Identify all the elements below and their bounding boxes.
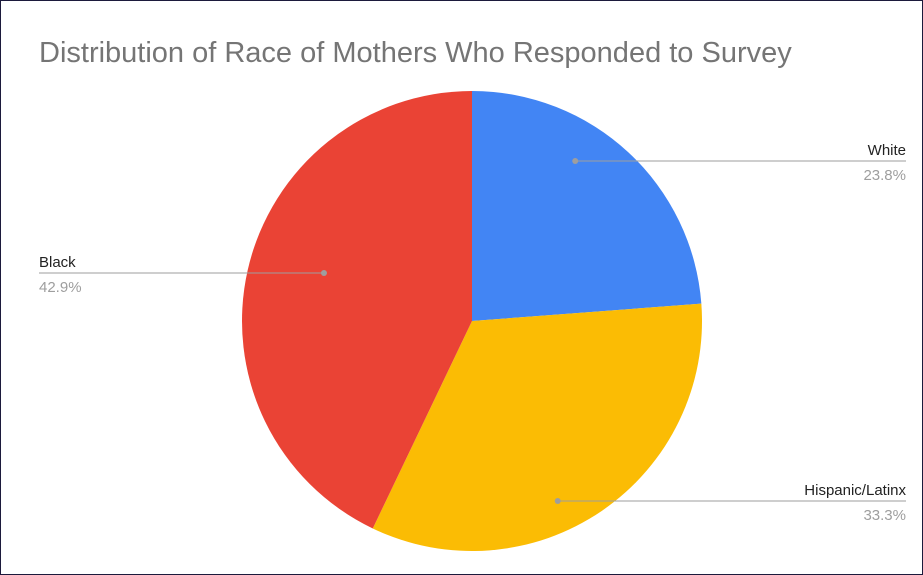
slice-label-hispanic-latinx: Hispanic/Latinx <box>804 482 906 499</box>
slice-label-black: Black <box>39 254 76 271</box>
pie-slice-black[interactable] <box>242 91 472 529</box>
chart-title: Distribution of Race of Mothers Who Resp… <box>39 37 792 69</box>
pie-slice-hispanic-latinx[interactable] <box>372 303 702 551</box>
callout-dot-black <box>320 270 327 276</box>
slice-percent-hispanic-latinx: 33.3% <box>863 507 906 524</box>
slice-percent-white: 23.8% <box>863 167 906 184</box>
pie-slice-white[interactable] <box>472 91 702 321</box>
callout-dot-hispanic-latinx <box>554 498 561 504</box>
callout-dot-white <box>572 158 579 164</box>
slice-percent-black: 42.9% <box>39 279 82 296</box>
slice-label-white: White <box>868 142 906 159</box>
